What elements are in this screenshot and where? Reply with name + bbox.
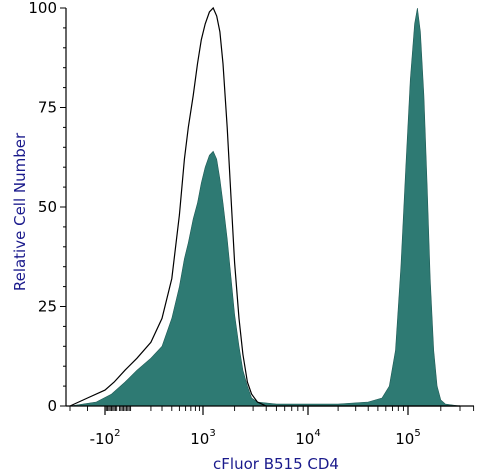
y-tick-label: 100 xyxy=(28,0,57,17)
x-tick-label: 104 xyxy=(295,428,320,448)
y-tick-label: 0 xyxy=(47,397,57,415)
x-tick-label: -102 xyxy=(90,428,121,448)
y-axis-title: Relative Cell Number xyxy=(11,132,29,291)
outline-histogram-series xyxy=(69,6,460,407)
x-tick-label: 105 xyxy=(395,428,420,448)
y-tick-label: 25 xyxy=(38,298,57,316)
y-tick-label: 75 xyxy=(38,99,57,117)
x-tick-label: 103 xyxy=(190,428,215,448)
y-tick-label: 50 xyxy=(38,198,57,216)
filled-histogram-series xyxy=(69,7,461,407)
series-layer xyxy=(69,6,461,407)
axes-layer: 0 25 50 75 100 -102 103 104 105 xyxy=(28,0,475,448)
x-axis-title: cFluor B515 CD4 xyxy=(213,455,339,473)
